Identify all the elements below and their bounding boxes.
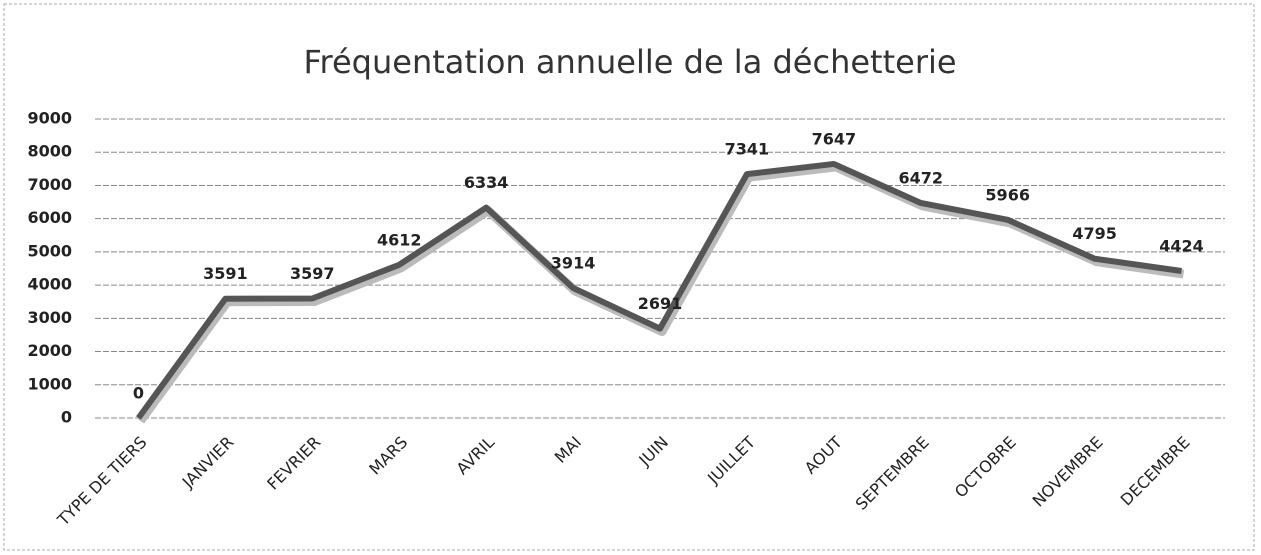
y-tick-label: 1000: [27, 374, 72, 393]
line: [136, 160, 1182, 420]
x-tick-label: MAI: [551, 433, 585, 467]
x-tick-label: JANVIER: [178, 433, 238, 493]
chart-title: Fréquentation annuelle de la déchetterie: [303, 43, 956, 81]
y-tick-label: 6000: [27, 208, 72, 227]
chart-border: [3, 3, 1255, 551]
data-label: 4795: [1072, 224, 1117, 243]
y-tick-label: 7000: [27, 175, 72, 194]
data-label: 4424: [1159, 237, 1204, 256]
y-tick-label: 4000: [27, 275, 72, 294]
x-tick-label: DECEMBRE: [1117, 433, 1194, 510]
x-tick-label: NOVEMBRE: [1029, 433, 1107, 511]
x-tick-label: AOUT: [801, 432, 846, 477]
y-tick-label: 2000: [27, 341, 72, 360]
data-label: 2691: [638, 294, 683, 313]
y-tick-label: 3000: [27, 308, 72, 327]
x-tick-label: FEVRIER: [263, 433, 324, 494]
x-tick-label: SEPTEMBRE: [852, 433, 933, 514]
data-label: 3591: [203, 264, 248, 283]
x-tick-label: JUIN: [634, 433, 672, 471]
y-tick-label: 5000: [27, 241, 72, 260]
data-label: 0: [133, 384, 144, 403]
y-tick-label: 8000: [27, 142, 72, 161]
data-label: 7341: [725, 140, 770, 159]
x-tick-label: OCTOBRE: [951, 433, 1020, 502]
data-label: 3597: [290, 264, 335, 283]
x-tick-label: MARS: [365, 433, 411, 479]
y-tick-label: 9000: [27, 109, 72, 128]
data-label: 5966: [985, 185, 1030, 204]
x-tick-label: JUILLET: [703, 432, 759, 488]
data-label: 7647: [812, 129, 857, 148]
x-tick-label: AVRIL: [452, 433, 498, 479]
data-label: 6334: [464, 173, 509, 192]
data-label: 3914: [551, 253, 596, 272]
y-tick-label: 0: [61, 408, 72, 427]
data-label: 6472: [899, 168, 944, 187]
x-tick-label: TYPE DE TIERS: [53, 433, 150, 530]
data-label: 4612: [377, 230, 422, 249]
